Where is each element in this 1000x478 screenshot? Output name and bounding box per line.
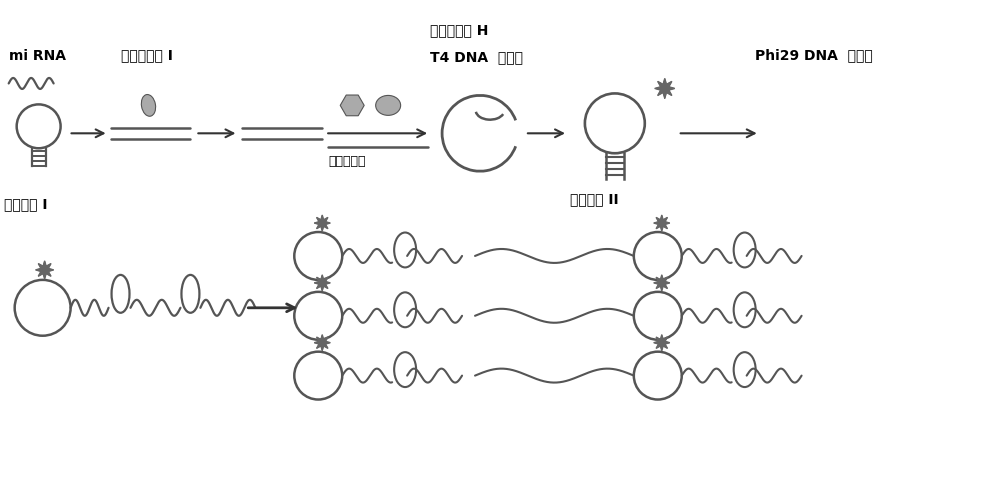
Polygon shape [654,275,670,291]
Polygon shape [654,215,670,231]
Polygon shape [314,215,330,231]
Polygon shape [36,261,54,279]
Polygon shape [314,335,330,351]
Text: 磷酸化探针: 磷酸化探针 [328,155,366,168]
Text: 核酸外切酶 I: 核酸外切酶 I [121,49,172,63]
Text: 核糖核酸酶 H: 核糖核酸酶 H [430,23,488,38]
Polygon shape [340,95,364,116]
Polygon shape [655,78,675,98]
Ellipse shape [376,96,401,115]
Ellipse shape [141,95,156,116]
Polygon shape [654,335,670,351]
Text: Phi29 DNA  聚合酶: Phi29 DNA 聚合酶 [755,49,872,63]
Polygon shape [314,275,330,291]
Text: mi RNA: mi RNA [9,49,66,63]
Text: T4 DNA  连接酶: T4 DNA 连接酶 [430,51,523,65]
Text: 发卡探针 II: 发卡探针 II [570,192,619,206]
Text: 发卡探针 I: 发卡探针 I [4,197,47,211]
